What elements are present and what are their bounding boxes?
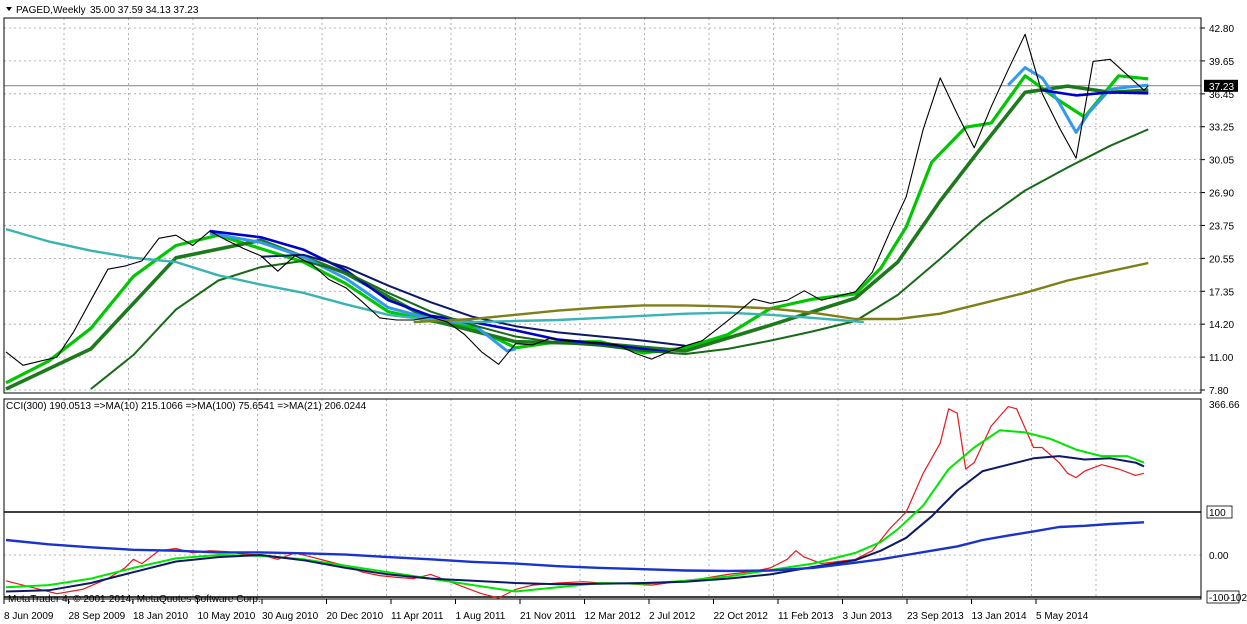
cci-tick-label: 100 [1209, 508, 1226, 519]
price-indicator-line [1007, 66, 1149, 134]
x-tick-label: 30 Aug 2010 [262, 611, 319, 622]
price-tick-label: 17.35 [1209, 287, 1234, 298]
x-tick-label: 11 Feb 2013 [778, 611, 834, 622]
x-tick-label: 28 Sep 2009 [69, 611, 126, 622]
x-tick-label: 22 Oct 2012 [714, 611, 769, 622]
price-line [5, 33, 1149, 366]
x-tick-label: 5 May 2014 [1036, 611, 1089, 622]
cci-level-box [1206, 505, 1233, 519]
price-indicator-line [209, 231, 516, 353]
cci-tick-label: 0.00 [1209, 551, 1229, 562]
axis-ticks: 42.80 39.65 36.45 33.25 30.05 26.90 23.75 20.55… [3, 24, 1247, 622]
copyright-text: MetaTrader 4, © 2001-2014, MetaQuotes So… [8, 594, 261, 605]
cci-tick-label: -102.686 [1227, 593, 1247, 604]
price-panel-frame [3, 17, 1202, 394]
x-tick-label: 2 Jul 2012 [649, 611, 696, 622]
price-tick-label: 20.55 [1209, 254, 1234, 265]
price-tick-label: 23.75 [1209, 221, 1234, 232]
cci-level-box [1206, 590, 1240, 604]
cci-tick-label: -100 [1209, 593, 1229, 604]
price-tick-label: 11.00 [1209, 353, 1234, 364]
cci-tick-label: 366.66 [1209, 400, 1240, 411]
price-indicator-line [260, 253, 686, 347]
x-tick-label: 21 Nov 2011 [520, 611, 576, 622]
header-group: PAGED,Weekly 35.00 37.59 34.13 37.23 [6, 5, 199, 16]
price-tick-label: 30.05 [1209, 156, 1234, 167]
x-tick-label: 20 Dec 2010 [327, 611, 384, 622]
x-tick-label: 10 May 2010 [198, 611, 256, 622]
indicator-lines [5, 66, 1149, 391]
cci-panel-frame [3, 398, 1202, 600]
chart-frames [3, 17, 1202, 600]
x-tick-label: 18 Jan 2010 [133, 611, 188, 622]
cci-series-line [5, 455, 1145, 593]
price-indicator-line [1041, 88, 1149, 97]
x-tick-label: 1 Aug 2011 [456, 611, 506, 622]
price-tick-label: 42.80 [1209, 24, 1234, 35]
price-tick-label: 14.20 [1209, 320, 1234, 331]
price-indicator-line [90, 128, 1149, 390]
price-tick-label: 7.80 [1209, 386, 1229, 397]
price-close-line [5, 33, 1149, 366]
current-price-marker: 37.23 [1204, 79, 1238, 93]
symbol-header: PAGED,Weekly [16, 5, 86, 16]
price-indicator-line [413, 261, 1149, 324]
cci-series-line [5, 406, 1145, 599]
price-tick-label: 26.90 [1209, 189, 1234, 200]
current-price-label: 37.23 [1209, 82, 1234, 93]
cci-header: CCI(300) 190.0513 =>MA(10) 215.1066 =>MA… [6, 401, 367, 412]
x-tick-label: 11 Apr 2011 [391, 611, 444, 622]
ohlc-header: 35.00 37.59 34.13 37.23 [90, 5, 199, 16]
x-tick-label: 3 Jun 2013 [843, 611, 893, 622]
price-tick-label: 39.65 [1209, 57, 1234, 68]
x-tick-label: 23 Sep 2013 [907, 611, 964, 622]
price-indicator-line [5, 84, 1149, 391]
x-tick-label: 13 Jan 2014 [972, 611, 1027, 622]
collapse-arrow-icon[interactable] [6, 7, 12, 11]
x-tick-label: 8 Jun 2009 [4, 611, 54, 622]
price-tick-label: 36.45 [1209, 90, 1234, 101]
grid [4, 18, 1201, 599]
x-tick-label: 12 Mar 2012 [585, 611, 642, 622]
price-tick-label: 33.25 [1209, 123, 1234, 134]
price-indicator-line [5, 74, 1149, 385]
cci-series-line [5, 521, 1145, 573]
cci-lines [5, 406, 1145, 599]
